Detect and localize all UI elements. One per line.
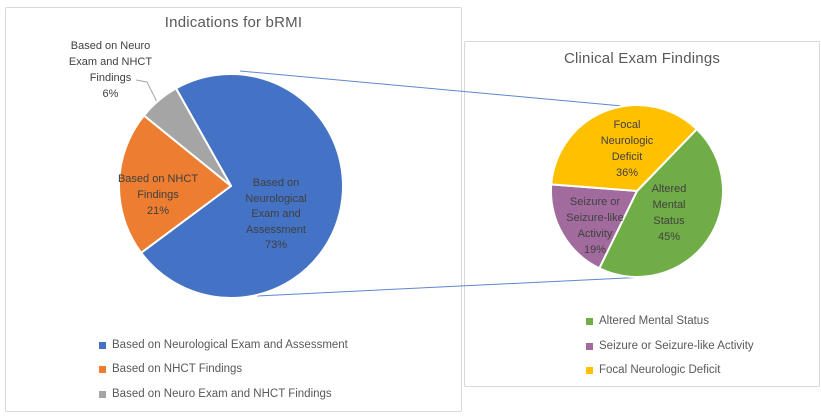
legend-label: Seizure or Seizure-like Activity bbox=[599, 340, 754, 352]
legend-label: Focal Neurologic Deficit bbox=[599, 364, 721, 376]
pie-slice-0 bbox=[140, 73, 344, 299]
legend-label: Based on Neuro Exam and NHCT Findings bbox=[112, 388, 332, 400]
legend-label: Based on Neurological Exam and Assessmen… bbox=[112, 339, 348, 351]
data-label-seizure-activity: Seizure or Seizure-like Activity 19% bbox=[566, 196, 624, 256]
data-label-nhct-findings: Based on NHCT Findings 21% bbox=[117, 173, 199, 217]
data-label-altered-mental-status: Altered Mental Status 45% bbox=[651, 183, 687, 243]
pie-slice-2 bbox=[142, 87, 232, 187]
pie-slice-1 bbox=[118, 114, 232, 254]
chart-title-indications: Indications for bRMI bbox=[164, 14, 303, 31]
legend-swatch-green bbox=[586, 317, 593, 325]
data-label-neuro-and-nhct: Based on Neuro Exam and NHCT Findings 6% bbox=[68, 40, 153, 100]
pie-clinical-exam bbox=[549, 104, 724, 278]
pie-slice-1 bbox=[549, 183, 638, 270]
legend-label: Based on NHCT Findings bbox=[112, 363, 243, 375]
pie-slice-2 bbox=[550, 104, 698, 192]
legend-item-neuro-exam-assessment: Based on Neurological Exam and Assessmen… bbox=[99, 339, 348, 351]
pie-slice-0 bbox=[598, 128, 724, 278]
legend-label: Altered Mental Status bbox=[599, 315, 709, 327]
legend-swatch-purple bbox=[586, 342, 593, 350]
data-label-focal-neurologic-deficit: Focal Neurologic Deficit 36% bbox=[600, 119, 654, 179]
chart-title-clinical-exam: Clinical Exam Findings bbox=[563, 50, 721, 67]
data-label-neuro-exam-assessment: Based on Neurological Exam and Assessmen… bbox=[245, 177, 307, 251]
legend-swatch-orange bbox=[99, 365, 106, 373]
legend-item-neuro-and-nhct: Based on Neuro Exam and NHCT Findings bbox=[99, 388, 332, 400]
legend-swatch-yellow bbox=[586, 366, 593, 374]
legend-item-focal-neurologic-deficit: Focal Neurologic Deficit bbox=[586, 364, 720, 376]
legend-swatch-blue bbox=[99, 341, 106, 349]
legend-item-nhct-findings: Based on NHCT Findings bbox=[99, 363, 242, 375]
legend-item-altered-mental-status: Altered Mental Status bbox=[586, 315, 709, 327]
pie-indications bbox=[118, 73, 344, 299]
legend-item-seizure-activity: Seizure or Seizure-like Activity bbox=[586, 340, 754, 352]
legend-swatch-gray bbox=[99, 390, 106, 398]
